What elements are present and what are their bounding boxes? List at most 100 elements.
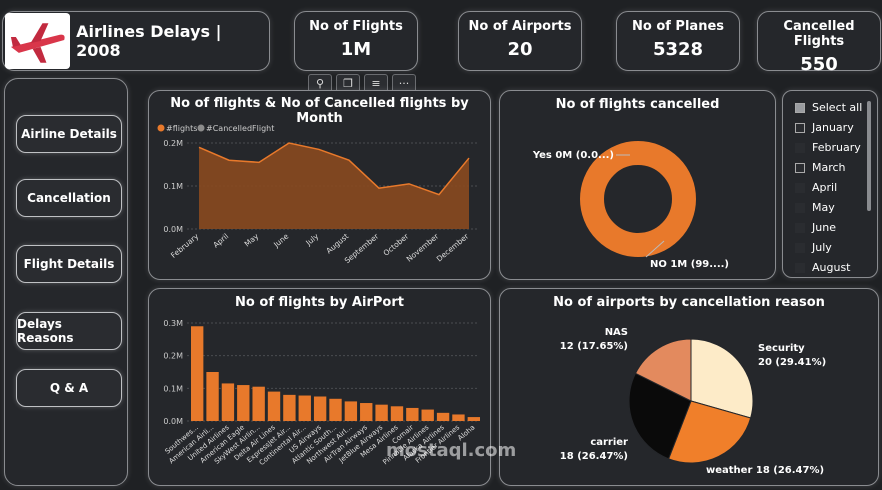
bar bbox=[360, 403, 373, 421]
pie-label-name: NAS bbox=[605, 327, 628, 338]
donut-label-yes: Yes 0M (0.0...) bbox=[532, 150, 614, 161]
pie-label-value: weather 18 (26.47%) bbox=[706, 465, 824, 476]
title-box: Airlines Delays | 2008 bbox=[2, 11, 270, 71]
x-tick-label: July bbox=[303, 231, 320, 248]
bar bbox=[390, 406, 404, 421]
nav-flight-details-button[interactable]: Flight Details bbox=[16, 245, 122, 283]
cancellation-reason-card: No of airports by cancellation reason Se… bbox=[499, 288, 879, 486]
slicer-item-label: February bbox=[812, 141, 861, 154]
slicer-item[interactable]: June bbox=[795, 221, 836, 234]
kpi-label: Cancelled Flights bbox=[783, 19, 855, 49]
kpi-value: 550 bbox=[800, 54, 838, 75]
cancelled-donut-card: No of flights cancelled Yes 0M (0.0...) N… bbox=[499, 90, 776, 280]
slicer-item-label: August bbox=[812, 261, 851, 274]
bar bbox=[298, 395, 311, 421]
checkbox-icon[interactable] bbox=[795, 202, 805, 213]
bar bbox=[252, 386, 265, 421]
x-tick-label: May bbox=[243, 231, 261, 248]
slicer-item-label: July bbox=[812, 241, 832, 254]
pie-slice-carrier bbox=[628, 372, 692, 460]
pie-label-name: carrier bbox=[590, 437, 628, 448]
checkbox-icon[interactable] bbox=[795, 242, 805, 253]
kpi-value: 1M bbox=[340, 39, 372, 60]
x-tick-label: February bbox=[169, 231, 201, 260]
bar bbox=[267, 391, 281, 421]
checkbox-icon[interactable] bbox=[795, 142, 805, 153]
slicer-item[interactable]: August bbox=[795, 261, 851, 274]
checkbox-icon[interactable] bbox=[795, 102, 805, 113]
y-tick-label: 0.0M bbox=[163, 417, 183, 426]
slicer-item[interactable]: March bbox=[795, 161, 846, 174]
kpi-airports: No of Airports 20 bbox=[458, 11, 582, 71]
chart-title: No of flights cancelled bbox=[555, 97, 720, 112]
bar bbox=[221, 383, 235, 421]
kpi-value: 20 bbox=[507, 39, 533, 60]
bar bbox=[283, 394, 296, 421]
airplane-logo-icon bbox=[5, 13, 71, 69]
chart-title: No of flights by AirPort bbox=[235, 295, 404, 310]
area-fill bbox=[199, 143, 469, 229]
kpi-cancelled: Cancelled Flights 550 bbox=[757, 11, 881, 75]
slicer-item[interactable]: May bbox=[795, 201, 835, 214]
area-chart: #flights #CancelledFlight 0.0M 0.1M 0.2M Febr… bbox=[157, 124, 477, 265]
kpi-label: No of Planes bbox=[631, 19, 724, 34]
bar bbox=[191, 326, 204, 421]
x-tick-label: December bbox=[435, 231, 471, 263]
series-line bbox=[198, 142, 470, 196]
x-tick-label: June bbox=[271, 231, 290, 249]
checkbox-icon[interactable] bbox=[795, 262, 805, 273]
bar bbox=[313, 396, 327, 421]
pie-label-value: 20 (29.41%) bbox=[758, 357, 826, 368]
nav-delays-reasons-button[interactable]: Delays Reasons bbox=[16, 312, 122, 350]
slicer-scrollbar[interactable] bbox=[867, 101, 871, 211]
slicer-item[interactable]: January bbox=[795, 121, 854, 134]
pie-label-value: 12 (17.65%) bbox=[560, 341, 628, 352]
y-tick-label: 0.1M bbox=[163, 384, 183, 393]
pie-slice-nas bbox=[634, 338, 692, 402]
flights-by-month-card: No of flights & No of Cancelled flights … bbox=[148, 90, 491, 280]
legend-label: #CancelledFlight bbox=[206, 124, 274, 133]
bar bbox=[467, 417, 480, 421]
nav-airline-details-button[interactable]: Airline Details bbox=[16, 115, 122, 153]
checkbox-icon[interactable] bbox=[795, 182, 805, 193]
bar bbox=[421, 409, 434, 421]
slicer-item-label: April bbox=[812, 181, 838, 194]
pie-slice-security bbox=[690, 338, 754, 419]
slicer-item[interactable]: July bbox=[795, 241, 832, 254]
y-tick-label: 0.2M bbox=[163, 139, 183, 148]
pie-label-value: 18 (26.47%) bbox=[560, 451, 628, 462]
x-tick-label: April bbox=[211, 232, 230, 250]
y-tick-label: 0.1M bbox=[163, 182, 183, 191]
visual-toolbar: ⚲ ❐ ≡ ··· bbox=[308, 74, 416, 94]
slicer-item[interactable]: Select all bbox=[795, 101, 862, 114]
chart-title: No of airports by cancellation reason bbox=[553, 295, 825, 310]
checkbox-icon[interactable] bbox=[795, 122, 805, 133]
checkbox-icon[interactable] bbox=[795, 162, 805, 173]
nav-qa-button[interactable]: Q & A bbox=[16, 369, 122, 407]
bar bbox=[375, 404, 388, 421]
kpi-label: No of Flights bbox=[309, 19, 403, 34]
bar bbox=[344, 401, 358, 421]
leader-line bbox=[645, 240, 665, 258]
slicer-item[interactable]: April bbox=[795, 181, 837, 194]
pie-chart: Security 20 (29.41%) weather 18 (26.47%) ca… bbox=[560, 327, 826, 476]
bar bbox=[406, 407, 419, 421]
month-slicer: Select all January February March April May Ju… bbox=[782, 90, 878, 278]
checkbox-icon[interactable] bbox=[795, 222, 805, 233]
slicer-item[interactable]: February bbox=[795, 141, 861, 154]
nav-cancellation-button[interactable]: Cancellation bbox=[16, 179, 122, 217]
bar bbox=[329, 398, 342, 421]
flights-by-airport-card: No of flights by AirPort 0.0M 0.1M 0.2M 0.3… bbox=[148, 288, 491, 486]
bar bbox=[206, 372, 219, 421]
y-tick-label: 0.3M bbox=[163, 319, 183, 328]
pie-label-name: Security bbox=[758, 343, 805, 354]
chart-title: No of flights & No of Cancelled flights … bbox=[170, 96, 469, 126]
legend-marker bbox=[157, 124, 165, 132]
sidebar: Airline Details Cancellation Flight Deta… bbox=[4, 78, 128, 486]
kpi-value: 5328 bbox=[652, 39, 704, 60]
x-tick-label: August bbox=[324, 232, 350, 256]
page-title: Airlines Delays | 2008 bbox=[76, 22, 222, 60]
kpi-planes: No of Planes 5328 bbox=[616, 11, 740, 71]
slicer-item-label: January bbox=[812, 121, 854, 134]
